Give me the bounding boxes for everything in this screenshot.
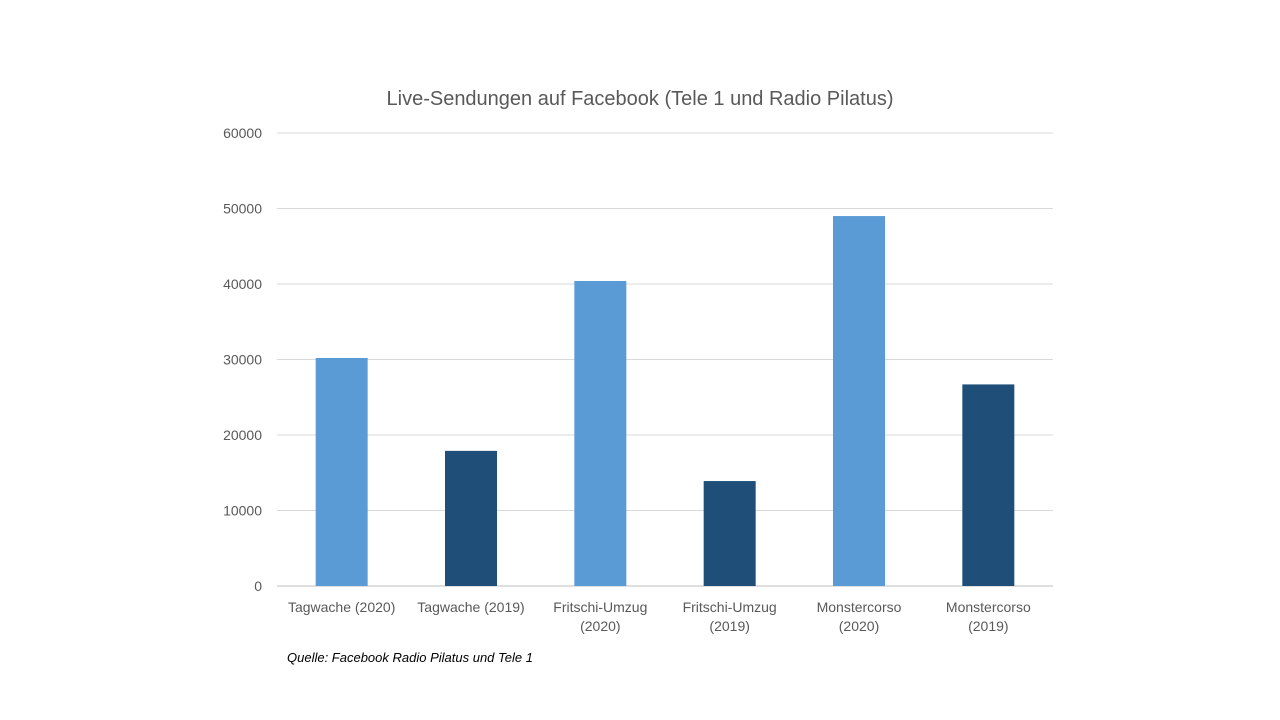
x-axis-labels: Tagwache (2020) Tagwache (2019) Fritschi-U…: [288, 599, 1031, 634]
y-tick-label: 30000: [223, 352, 262, 368]
bar: [703, 481, 756, 586]
x-category-label: Fritschi-Umzug (2020): [553, 599, 647, 634]
grid-lines: [277, 132, 1053, 587]
bar: [833, 216, 885, 587]
bar: [315, 357, 368, 586]
bar: [574, 280, 627, 586]
x-category-label: Monstercorso (2019): [946, 599, 1031, 634]
y-tick-label: 40000: [223, 276, 262, 292]
bar: [962, 384, 1015, 586]
y-axis-ticks: 0 10000 20000 30000 40000 50000 60000: [223, 125, 262, 594]
x-category-label: Fritschi-Umzug (2019): [683, 599, 777, 634]
y-tick-label: 0: [254, 578, 262, 594]
y-tick-label: 20000: [223, 427, 262, 443]
bars: [315, 216, 1015, 587]
bar: [445, 450, 497, 586]
y-tick-label: 10000: [223, 503, 262, 519]
x-category-label: Tagwache (2019): [417, 599, 524, 615]
source-note: Quelle: Facebook Radio Pilatus und Tele …: [287, 650, 533, 665]
y-tick-label: 60000: [223, 125, 262, 141]
chart-title: Live-Sendungen auf Facebook (Tele 1 und …: [386, 88, 894, 110]
x-category-label: Monstercorso (2020): [817, 599, 902, 634]
y-tick-label: 50000: [223, 201, 262, 217]
x-category-label: Tagwache (2020): [288, 599, 395, 615]
